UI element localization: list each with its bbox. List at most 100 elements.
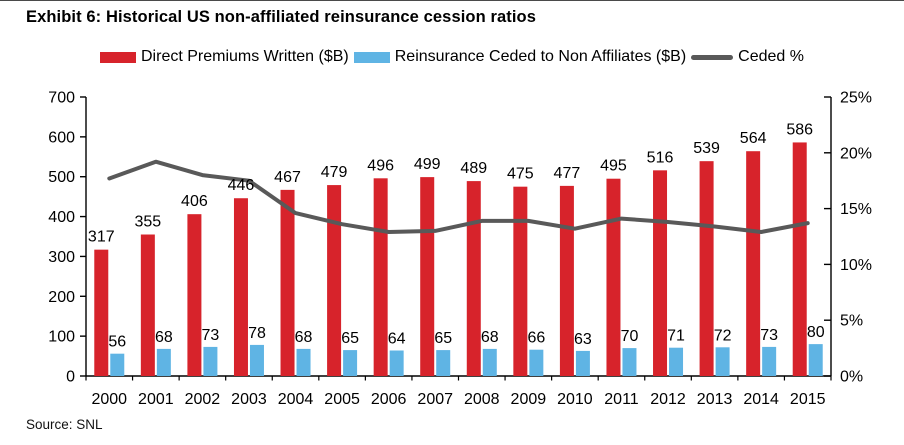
right-axis-tick-label: 0%	[840, 369, 863, 386]
right-axis-tick-label: 15%	[840, 201, 872, 218]
value-label-direct-2015: 586	[786, 121, 813, 138]
left-axis: 0 100 200 300 400 500 600 700	[48, 90, 87, 386]
year-label-2003: 2003	[231, 391, 267, 408]
value-label-ceded-2008: 68	[481, 329, 499, 346]
legend-label-direct-premiums: Direct Premiums Written ($B)	[141, 48, 349, 65]
value-label-direct-2014: 564	[740, 130, 767, 147]
value-label-ceded-2007: 65	[434, 330, 452, 347]
year-label-2010: 2010	[557, 391, 593, 408]
bar-ceded-2015	[808, 344, 823, 376]
value-label-direct-2003: 446	[228, 177, 255, 194]
bar-ceded-2001	[156, 348, 171, 376]
bar-direct-2005	[327, 185, 342, 376]
value-label-direct-2010: 477	[554, 165, 581, 182]
year-label-2007: 2007	[417, 391, 453, 408]
value-label-direct-2007: 499	[414, 156, 441, 173]
value-label-ceded-2000: 56	[108, 334, 126, 351]
gray-line-swatch-icon	[691, 54, 734, 60]
legend-item-reinsurance-ceded: Reinsurance Ceded to Non Affiliates ($B)	[353, 48, 686, 66]
legend-item-direct-premiums: Direct Premiums Written ($B)	[100, 48, 349, 66]
bar-ceded-2005	[343, 350, 358, 376]
legend-label-ceded-pct: Ceded %	[738, 48, 804, 65]
year-label-2006: 2006	[371, 391, 407, 408]
bar-direct-2001	[140, 234, 155, 376]
value-label-ceded-2012: 71	[667, 328, 685, 345]
bar-direct-2003	[233, 198, 248, 376]
bar-direct-2004	[280, 189, 295, 376]
exhibit-title: Exhibit 6: Historical US non-affiliated …	[26, 8, 536, 26]
value-label-ceded-2006: 64	[388, 330, 406, 347]
value-label-ceded-2013: 72	[714, 327, 732, 344]
ceded-pct-line	[107, 159, 810, 234]
bars-series-0	[94, 142, 807, 376]
left-axis-tick-label: 500	[48, 169, 75, 186]
right-axis-tick-label: 25%	[840, 90, 872, 107]
year-label-2001: 2001	[138, 391, 174, 408]
right-axis: 0% 5% 10% 15% 20% 25%	[824, 90, 872, 386]
value-label-ceded-2011: 70	[621, 328, 639, 345]
bar-ceded-2004	[296, 348, 311, 376]
year-label-2013: 2013	[697, 391, 733, 408]
bar-ceded-2011	[622, 348, 637, 376]
value-label-direct-2012: 516	[647, 149, 674, 166]
left-axis-tick-label: 400	[48, 209, 75, 226]
right-axis-tick-label: 20%	[840, 145, 872, 162]
bar-ceded-2007	[436, 350, 451, 376]
red-bar-swatch-icon	[100, 51, 136, 63]
bar-direct-2010	[559, 185, 574, 376]
value-label-ceded-2001: 68	[155, 329, 173, 346]
value-label-ceded-2004: 68	[295, 329, 313, 346]
value-label-direct-2011: 495	[600, 158, 627, 175]
bar-direct-2002	[187, 214, 202, 376]
value-label-ceded-2009: 66	[527, 330, 545, 347]
left-axis-tick-label: 0	[66, 369, 75, 386]
bar-ceded-2003	[249, 344, 264, 376]
value-label-ceded-2014: 73	[760, 327, 778, 344]
left-axis-tick-label: 100	[48, 329, 75, 346]
value-label-ceded-2002: 73	[202, 327, 220, 344]
left-axis-tick-label: 200	[48, 289, 75, 306]
value-label-ceded-2015: 80	[807, 324, 825, 341]
value-label-direct-2008: 489	[460, 160, 487, 177]
x-axis: 2000 2001 2002 2003 2004 2005 2006 2007 2008 2009…	[85, 375, 832, 408]
year-label-2009: 2009	[511, 391, 547, 408]
value-label-direct-2009: 475	[507, 166, 534, 183]
year-label-2014: 2014	[743, 391, 779, 408]
value-label-direct-2013: 539	[693, 140, 720, 157]
bar-direct-2006	[373, 178, 388, 376]
legend-item-ceded-pct: Ceded %	[691, 48, 804, 66]
year-label-2008: 2008	[464, 391, 500, 408]
year-label-2011: 2011	[604, 391, 639, 408]
bar-ceded-2010	[575, 350, 590, 376]
bar-direct-2008	[466, 181, 481, 376]
bars-series-1	[110, 344, 823, 376]
value-label-direct-2004: 467	[274, 169, 301, 186]
bar-ceded-2002	[203, 346, 218, 376]
bar-ceded-2012	[669, 347, 684, 376]
bar-ceded-2014	[762, 346, 777, 376]
value-label-direct-2006: 496	[367, 157, 394, 174]
year-label-2000: 2000	[91, 391, 127, 408]
bar-ceded-2000	[110, 353, 125, 376]
cession-ratio-chart: 0 100 200 300 400 500 600 700 0% 5% 10% 15% 20% 25% 20…	[48, 90, 872, 409]
bar-direct-2009	[513, 186, 528, 376]
source-note: Source: SNL	[26, 417, 103, 432]
year-label-2005: 2005	[324, 391, 360, 408]
year-label-2015: 2015	[790, 391, 826, 408]
bar-direct-2014	[746, 151, 761, 376]
bar-direct-2000	[94, 249, 109, 376]
blue-bar-swatch-icon	[353, 51, 390, 63]
bar-direct-2012	[653, 170, 668, 376]
left-axis-tick-label: 300	[48, 249, 75, 266]
bar-value-labels: 317 355 406 446 467 479 496 499 489 475 477 495 516 5…	[88, 121, 825, 350]
left-axis-tick-label: 600	[48, 129, 75, 146]
value-label-direct-2000: 317	[88, 229, 115, 246]
bar-direct-2013	[699, 161, 714, 376]
bar-direct-2011	[606, 178, 621, 376]
year-label-2012: 2012	[650, 391, 686, 408]
right-axis-tick-label: 5%	[840, 313, 863, 330]
year-label-2004: 2004	[278, 391, 314, 408]
bar-direct-2007	[420, 177, 435, 376]
bar-ceded-2013	[715, 347, 730, 376]
